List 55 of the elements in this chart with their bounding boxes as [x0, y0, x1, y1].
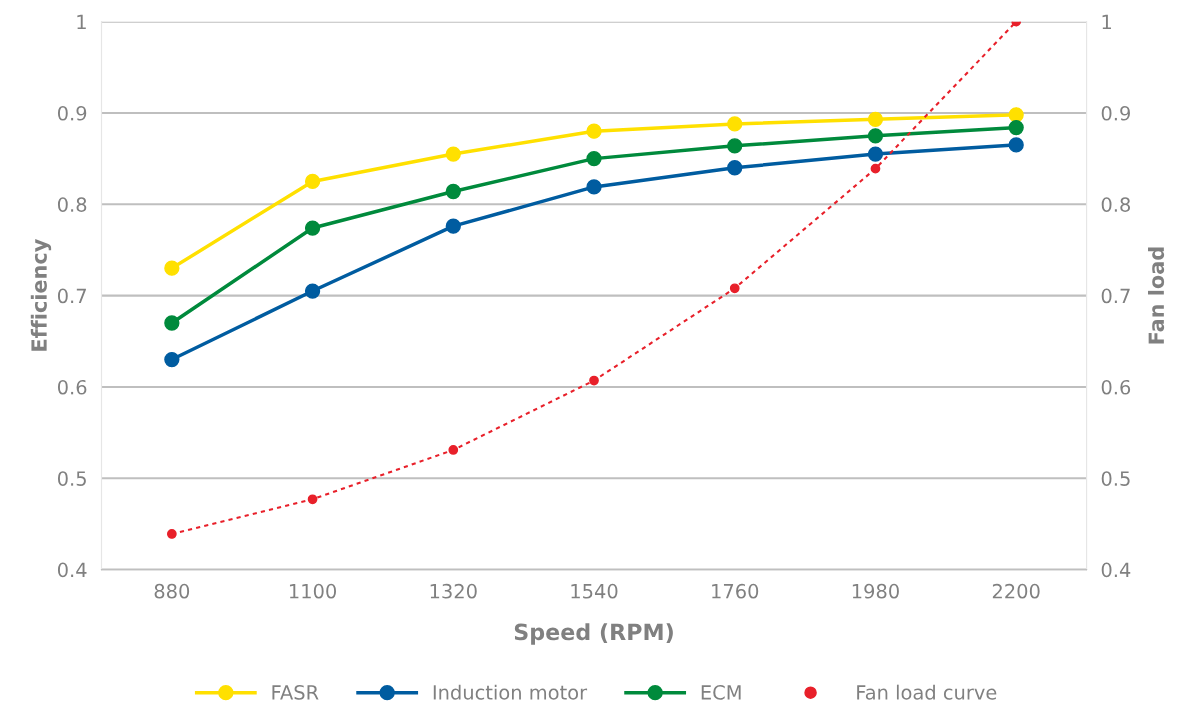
point: [445, 183, 461, 200]
point: [586, 179, 602, 195]
y-axis-title: Efficiency: [30, 239, 52, 351]
point: [727, 116, 743, 132]
y-tick-label: 1: [77, 14, 86, 30]
point: [304, 283, 321, 299]
point: [586, 150, 602, 167]
y-tick-label: 0.9: [57, 105, 87, 121]
point: [1008, 137, 1024, 153]
point: [867, 128, 884, 144]
y-tick-label: 0.4: [57, 562, 87, 578]
point: [1008, 107, 1024, 123]
x-tick-label: 2200: [992, 583, 1040, 599]
legend-label: Fan load curve: [857, 684, 997, 700]
x-axis-title: Speed (RPM): [514, 623, 673, 645]
point: [448, 445, 459, 455]
point: [307, 494, 318, 505]
point: [589, 375, 599, 386]
point: [304, 173, 321, 190]
y-tick-label: 0.7: [57, 288, 86, 304]
point: [867, 111, 884, 127]
y-tick-label: 0.5: [57, 471, 86, 486]
y2-axis-title: Fan load: [1148, 247, 1165, 344]
point: [727, 138, 743, 154]
point: [729, 283, 740, 294]
point: [164, 315, 180, 331]
point: [586, 123, 602, 139]
y2-tick-label: 0.4: [1101, 562, 1131, 578]
point: [727, 160, 743, 176]
point: [445, 218, 461, 234]
x-tick-label: 880: [154, 583, 190, 599]
y-tick-label: 0.6: [57, 379, 87, 395]
y2-tick-label: 0.5: [1101, 471, 1130, 486]
point: [164, 260, 180, 276]
point: [166, 529, 177, 539]
y2-tick-label: 0.7: [1101, 288, 1130, 304]
point: [164, 351, 180, 368]
x-tick-label: 1540: [571, 583, 618, 599]
point: [870, 163, 881, 174]
point: [304, 220, 321, 236]
legend-label: ECM: [701, 685, 741, 700]
y2-tick-label: 1: [1102, 14, 1111, 30]
point: [867, 146, 884, 162]
y2-tick-label: 0.9: [1101, 105, 1130, 121]
point: [1008, 119, 1024, 136]
x-tick-label: 1100: [289, 583, 337, 599]
x-tick-label: 1760: [712, 583, 759, 599]
y-tick-label: 0.8: [57, 197, 87, 212]
point: [445, 146, 461, 162]
legend-label: Induction motor: [433, 684, 588, 700]
y2-tick-label: 0.8: [1101, 197, 1131, 212]
x-tick-label: 1320: [430, 583, 477, 599]
x-tick-label: 1980: [852, 583, 899, 599]
legend-label: FASR: [272, 685, 319, 700]
y2-tick-label: 0.6: [1101, 379, 1131, 395]
